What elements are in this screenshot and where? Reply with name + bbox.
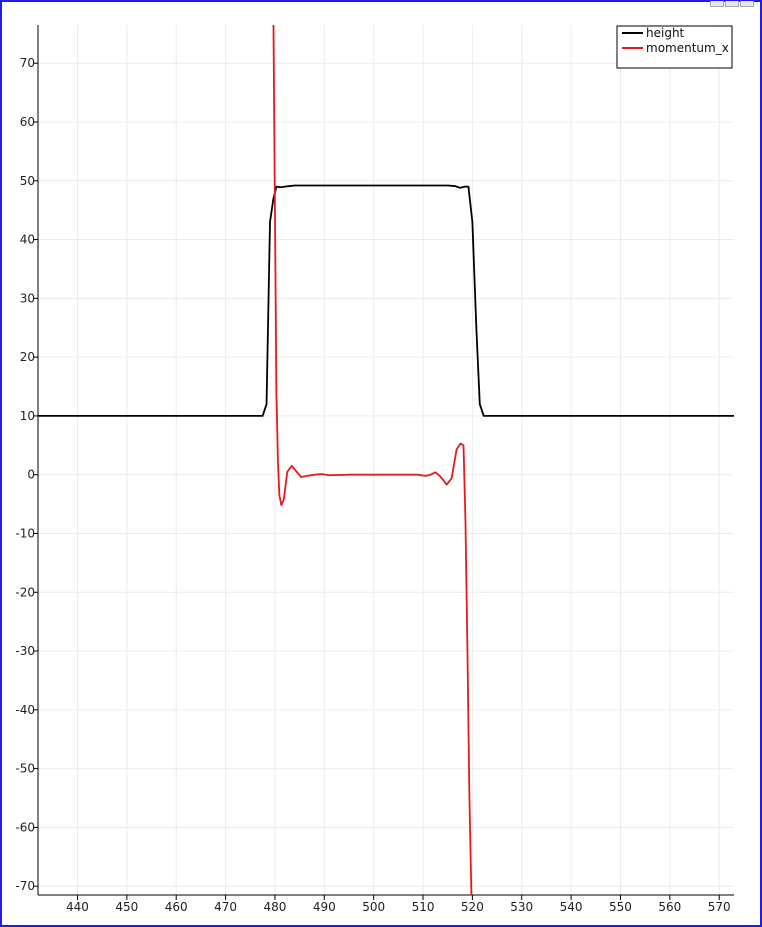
y-tick-label: -70 (15, 879, 35, 893)
minimize-button[interactable] (710, 1, 724, 7)
series-line-momentum-x (272, 25, 473, 895)
y-tick-label: 30 (20, 291, 35, 305)
y-tick-label: 40 (20, 233, 35, 247)
series-line-height (38, 184, 734, 417)
x-tick-label: 520 (461, 900, 484, 914)
x-tick-label: 490 (313, 900, 336, 914)
legend-label: momentum_x (646, 41, 729, 55)
y-tick-label: -30 (15, 644, 35, 658)
x-tick-label: 510 (412, 900, 435, 914)
y-tick-label: 20 (20, 350, 35, 364)
x-tick-label: 480 (263, 900, 286, 914)
y-tick-label: 70 (20, 56, 35, 70)
y-tick-label: -10 (15, 526, 35, 540)
x-tick-label: 570 (708, 900, 731, 914)
x-tick-label: 440 (66, 900, 89, 914)
x-tick-label: 500 (362, 900, 385, 914)
x-tick-label: 530 (510, 900, 533, 914)
legend-label: height (646, 26, 685, 40)
y-tick-label: 0 (27, 468, 35, 482)
close-button[interactable] (740, 1, 754, 7)
y-tick-label: 50 (20, 174, 35, 188)
x-tick-label: 560 (658, 900, 681, 914)
maximize-button[interactable] (725, 1, 739, 7)
window-controls (710, 1, 754, 7)
series-lines (38, 25, 734, 895)
y-tick-label: 10 (20, 409, 35, 423)
y-tick-label: -60 (15, 820, 35, 834)
y-tick-label: -20 (15, 585, 35, 599)
x-tick-label: 550 (609, 900, 632, 914)
y-tick-label: 60 (20, 115, 35, 129)
y-tick-label: -40 (15, 703, 35, 717)
x-tick-label: 450 (115, 900, 138, 914)
y-tick-label: -50 (15, 762, 35, 776)
x-tick-label: 460 (165, 900, 188, 914)
axes: 440 450 460 470 480 490 500 510 520 530 540 550 560 5… (15, 25, 734, 914)
x-tick-label: 470 (214, 900, 237, 914)
x-tick-label: 540 (560, 900, 583, 914)
grid (38, 25, 734, 895)
